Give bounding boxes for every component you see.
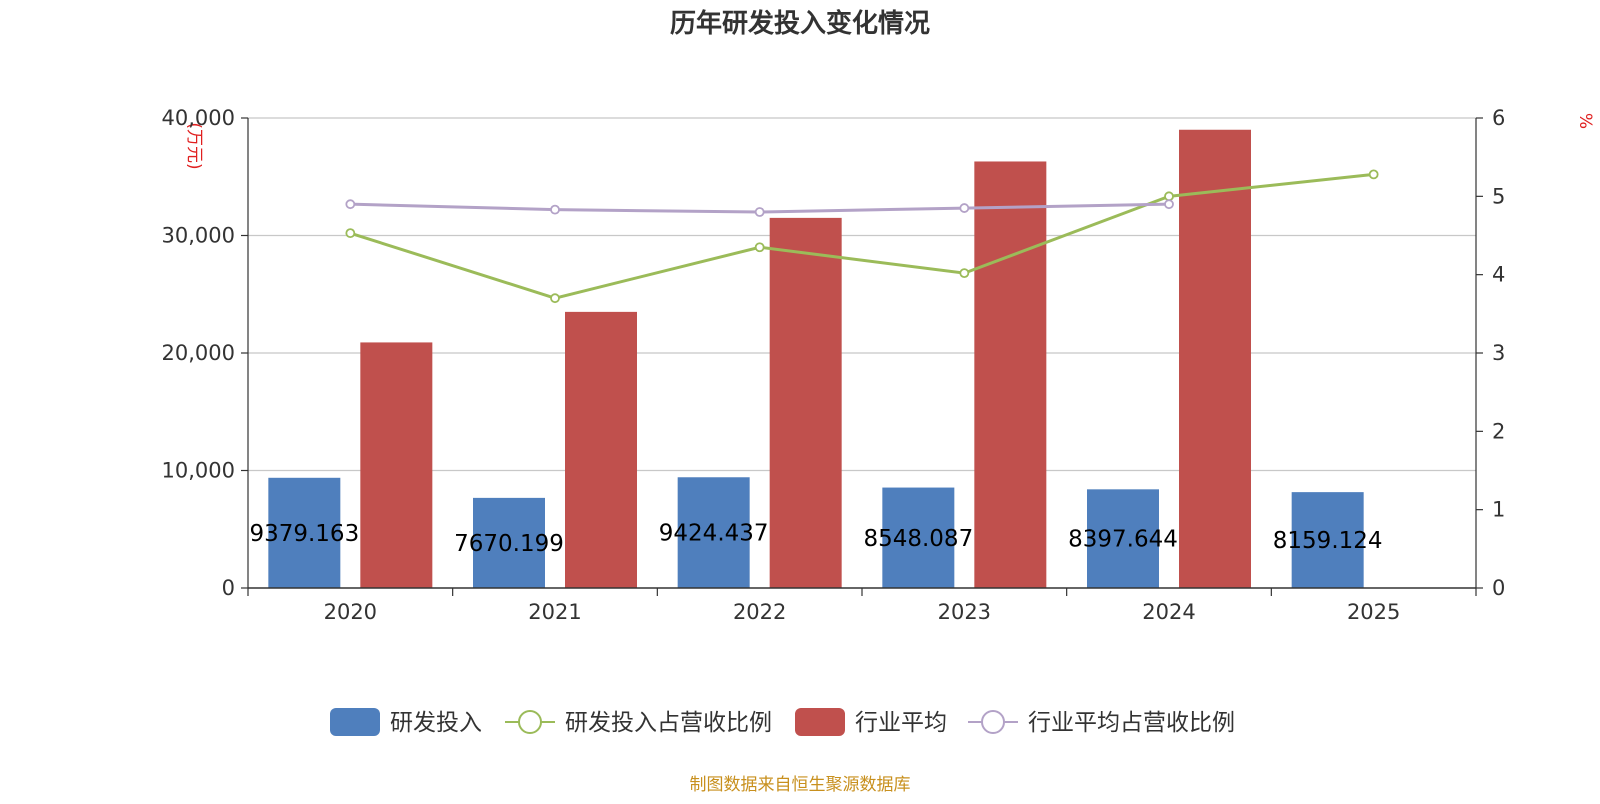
- bar-value-label: 7670.199: [454, 531, 564, 557]
- lines: [345, 169, 1379, 304]
- bar: [769, 217, 842, 588]
- line-point: [1164, 191, 1174, 202]
- bar: [677, 477, 750, 588]
- right-tick-label: 0: [1492, 576, 1505, 600]
- bar: [360, 342, 433, 588]
- grid-lines: [248, 117, 1476, 472]
- axes: 0 10,000 20,000 30,000 40,000 0 1 2 3 4 5 6 2020 2021…: [162, 106, 1506, 624]
- bar: [1087, 489, 1159, 588]
- line-point: [754, 207, 765, 217]
- left-axis-unit: (万元): [184, 122, 204, 169]
- line-point: [1164, 199, 1174, 210]
- bar: [565, 311, 637, 588]
- line-point: [550, 293, 560, 304]
- x-tick-label: 2022: [733, 600, 786, 624]
- left-tick-label: 40,000: [162, 106, 235, 130]
- right-tick-label: 3: [1492, 341, 1505, 365]
- line-point: [959, 203, 970, 213]
- bar-value-label: 9424.437: [659, 521, 769, 547]
- bar: [1179, 129, 1251, 588]
- line-point: [550, 204, 560, 215]
- legend-label: 研发投入占营收比例: [565, 710, 772, 736]
- line-point: [754, 242, 765, 253]
- source-note: 制图数据来自恒生聚源数据库: [690, 775, 911, 795]
- line-point: [345, 199, 356, 210]
- right-tick-label: 6: [1492, 106, 1505, 130]
- legend: 研发投入 研发投入占营收比例 行业平均 行业平均占营收比例: [330, 708, 1235, 736]
- left-tick-label: 10,000: [162, 459, 235, 483]
- legend-label: 研发投入: [390, 710, 482, 736]
- series-line: [349, 172, 1374, 300]
- bars: [268, 129, 1364, 588]
- legend-swatch-marker: [981, 710, 1005, 734]
- legend-swatch: [795, 708, 845, 736]
- legend-label: 行业平均: [855, 710, 947, 736]
- bar-value-label: 8397.644: [1068, 527, 1178, 553]
- x-tick-label: 2020: [324, 600, 377, 624]
- right-axis-unit: %: [1575, 113, 1595, 129]
- x-tick-label: 2025: [1347, 600, 1400, 624]
- bar-value-label: 9379.163: [249, 521, 359, 547]
- left-tick-label: 20,000: [162, 341, 235, 365]
- right-tick-label: 1: [1492, 498, 1505, 522]
- right-tick-label: 4: [1492, 263, 1505, 287]
- data-labels: 9379.163 7670.199 9424.437 8548.087 8397.644…: [249, 521, 1382, 557]
- legend-swatch-marker: [518, 710, 542, 734]
- bar-value-label: 8159.124: [1273, 528, 1383, 554]
- legend-label: 行业平均占营收比例: [1028, 710, 1235, 736]
- bar: [974, 161, 1047, 588]
- left-tick-label: 0: [222, 576, 235, 600]
- bar: [473, 497, 545, 588]
- bar-value-label: 8548.087: [863, 526, 973, 552]
- right-tick-label: 5: [1492, 184, 1505, 208]
- chart-title: 历年研发投入变化情况: [670, 8, 930, 39]
- left-tick-label: 30,000: [162, 224, 235, 248]
- line-point: [1368, 169, 1379, 180]
- x-tick-label: 2023: [938, 600, 991, 624]
- bar: [882, 487, 955, 588]
- line-point: [959, 268, 970, 279]
- x-tick-label: 2021: [528, 600, 581, 624]
- x-tick-label: 2024: [1142, 600, 1195, 624]
- right-tick-label: 2: [1492, 419, 1505, 443]
- line-point: [345, 228, 356, 239]
- bar: [268, 477, 341, 588]
- legend-swatch: [330, 708, 380, 736]
- bar: [1291, 492, 1364, 588]
